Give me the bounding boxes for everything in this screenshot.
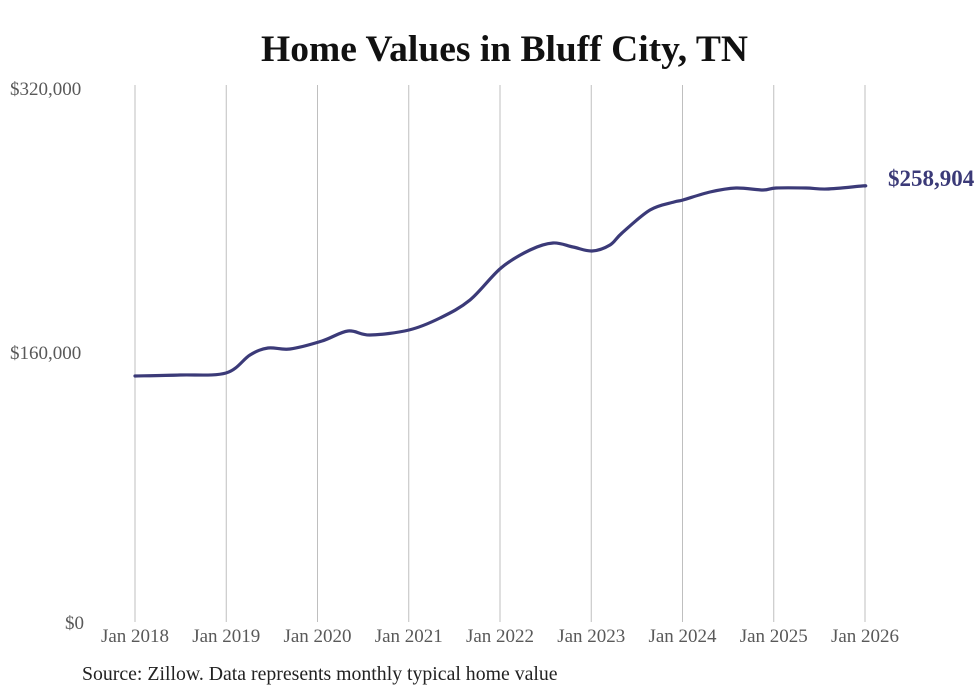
svg-text:Jan 2026: Jan 2026: [831, 626, 899, 647]
svg-text:$0: $0: [65, 613, 84, 634]
svg-text:Jan 2018: Jan 2018: [101, 626, 169, 647]
svg-text:Jan 2019: Jan 2019: [192, 626, 260, 647]
svg-text:Jan 2024: Jan 2024: [648, 626, 717, 647]
svg-text:$258,904: $258,904: [888, 166, 975, 191]
svg-text:Jan 2022: Jan 2022: [466, 626, 534, 647]
svg-text:$160,000: $160,000: [10, 343, 81, 364]
svg-text:Jan 2025: Jan 2025: [740, 626, 808, 647]
svg-text:$320,000: $320,000: [10, 79, 81, 100]
svg-text:Jan 2023: Jan 2023: [557, 626, 625, 647]
svg-text:Jan 2021: Jan 2021: [375, 626, 443, 647]
svg-text:Jan 2020: Jan 2020: [283, 626, 351, 647]
